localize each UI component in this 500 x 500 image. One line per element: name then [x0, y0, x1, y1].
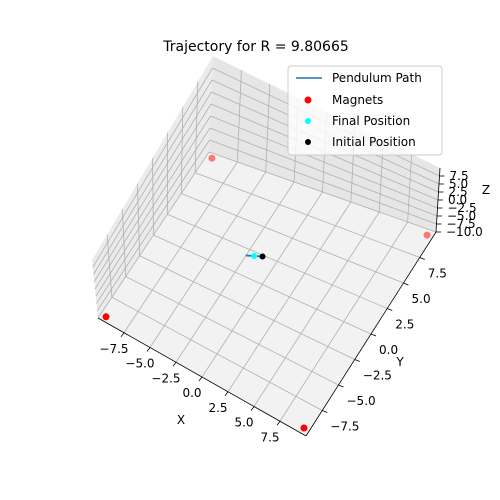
x-tick-label: −5.0	[125, 357, 154, 371]
wall-y-grid-z	[208, 151, 437, 233]
legend-box	[287, 65, 443, 156]
x-tick-label: 5.0	[234, 416, 253, 430]
initial-position-point-0	[259, 253, 266, 260]
x-tick-label: 2.5	[208, 401, 227, 415]
floor-grid-y	[167, 213, 388, 309]
x-tick-mark	[276, 421, 281, 426]
y-tick-label: −7.5	[330, 420, 359, 434]
z-axis-label: Z	[482, 183, 490, 197]
y-axis-label: Y	[395, 355, 404, 369]
y-tick-mark	[354, 359, 360, 362]
wall-x-grid-z	[96, 127, 211, 304]
floor-grid-y	[181, 193, 404, 284]
x-axis-label: X	[177, 413, 185, 427]
legend-handle-initial	[305, 139, 311, 145]
floor-grid-y	[194, 172, 420, 258]
legend: Pendulum Path Magnets Final Position Ini…	[287, 65, 443, 156]
magnets-point-0	[208, 154, 216, 162]
floor-grid-y	[139, 255, 355, 360]
z-tick-label: −5.0	[447, 209, 476, 223]
legend-label-final: Final Position	[332, 114, 410, 128]
x-tick-label: −2.5	[151, 371, 180, 385]
x-tick-label: −7.5	[99, 342, 128, 356]
y-tick-label: −5.0	[347, 394, 376, 408]
wall-x-grid-z	[93, 91, 212, 282]
legend-handle-magnets	[304, 96, 312, 104]
wall-x-grid-z	[93, 79, 213, 275]
wall-y-grid-z	[210, 115, 438, 209]
y-tick-mark	[370, 333, 377, 337]
wall-x-grid-z	[94, 103, 212, 290]
z-tick-label: 7.5	[450, 169, 469, 183]
x-tick-label: 7.5	[260, 430, 279, 444]
y-tick-label: −2.5	[363, 369, 392, 383]
wall-x-grid-z	[96, 139, 210, 311]
y-tick-mark	[338, 384, 344, 388]
floor-grid-y	[125, 276, 339, 386]
legend-label-path: Pendulum Path	[332, 71, 422, 85]
y-tick-mark	[419, 257, 425, 260]
y-tick-label: 2.5	[395, 318, 414, 332]
x-tick-mark	[224, 391, 229, 396]
magnets-point-3	[423, 231, 431, 239]
magnets-point-2	[102, 313, 110, 321]
floor-grid-y	[111, 296, 323, 411]
wall-x-grid-z	[92, 67, 213, 268]
y-tick-label: 5.0	[412, 292, 431, 306]
x-tick-label: 0.0	[182, 386, 201, 400]
x-tick-mark	[120, 332, 125, 337]
y-tick-label: 0.0	[379, 343, 398, 357]
wall-y-grid-z	[209, 139, 437, 225]
x-tick-mark	[250, 406, 255, 411]
final-position-point-0	[251, 253, 258, 259]
legend-label-initial: Initial Position	[332, 135, 416, 149]
x-tick-mark	[146, 347, 151, 352]
plot-marks	[102, 154, 431, 432]
x-tick-mark	[172, 362, 177, 367]
z-tick-label: 5.0	[449, 177, 468, 191]
wall-y-grid-z	[209, 127, 438, 217]
z-tick-label: −7.5	[447, 217, 476, 231]
y-tick-mark	[322, 410, 328, 413]
legend-label-magnets: Magnets	[332, 93, 383, 107]
y-tick-label: 7.5	[428, 267, 447, 281]
z-tick-label: −10.0	[446, 225, 483, 239]
magnets-point-1	[300, 424, 308, 432]
wall-x-grid-z	[95, 115, 211, 297]
chart-title: Trajectory for R = 9.80665	[162, 39, 349, 55]
floor-grid-y	[153, 234, 372, 335]
tick-labels: −7.5−5.0−2.50.02.55.07.5−7.5−5.0−2.50.02…	[99, 169, 482, 444]
wall-x-grid-z	[97, 151, 210, 319]
pane-floor	[98, 152, 436, 436]
legend-handle-final	[305, 118, 311, 124]
z-tick-label: 2.5	[449, 185, 468, 199]
y-tick-mark	[387, 308, 393, 311]
y-tick-mark	[403, 282, 409, 286]
z-tick-label: −2.5	[448, 201, 477, 215]
x-tick-mark	[198, 376, 203, 382]
z-tick-label: 0.0	[448, 193, 467, 207]
